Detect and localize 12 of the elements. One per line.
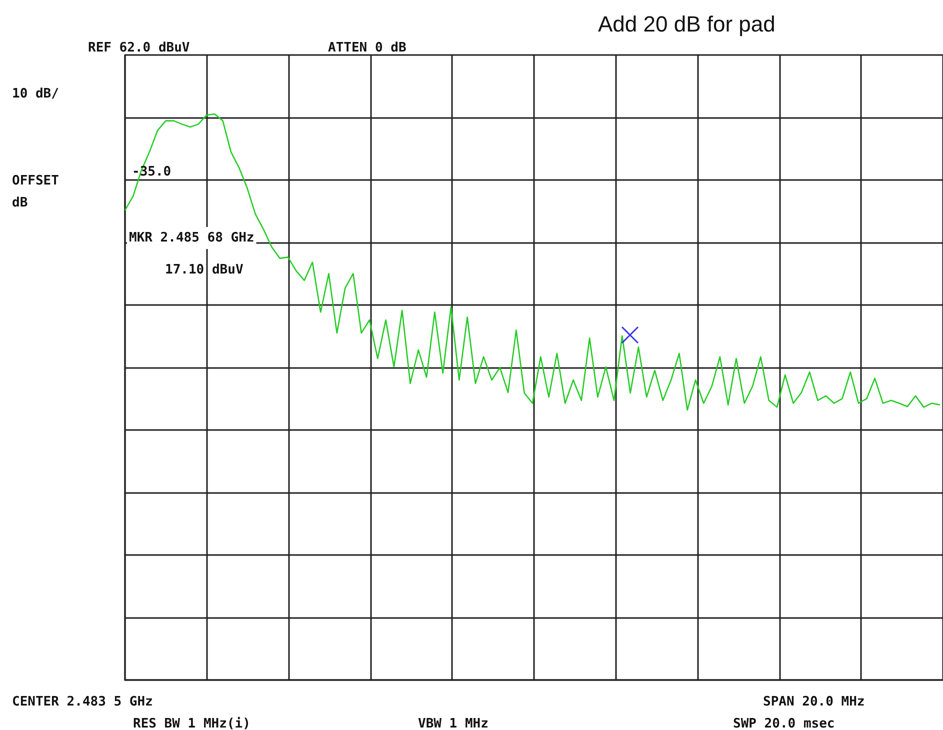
text: RES BW 1 MHz(i) [133, 716, 250, 730]
annotation: 17.10 dBuV [165, 262, 244, 278]
text: OFFSET dB [12, 174, 67, 210]
text: VBW 1 MHz [418, 716, 488, 730]
text: CENTER 2.483 5 GHz [12, 694, 153, 710]
text: REF 62.0 dBuV [88, 40, 190, 56]
text: ATTEN 0 dB [328, 40, 406, 56]
text: SWP 20.0 msec [733, 716, 835, 730]
chart-title: Add 20 dB for pad [598, 12, 776, 36]
text: 10 dB/ [12, 86, 60, 102]
annotation: MKR 2.485 68 GHz [129, 230, 254, 246]
text: SPAN 20.0 MHz [763, 694, 865, 710]
